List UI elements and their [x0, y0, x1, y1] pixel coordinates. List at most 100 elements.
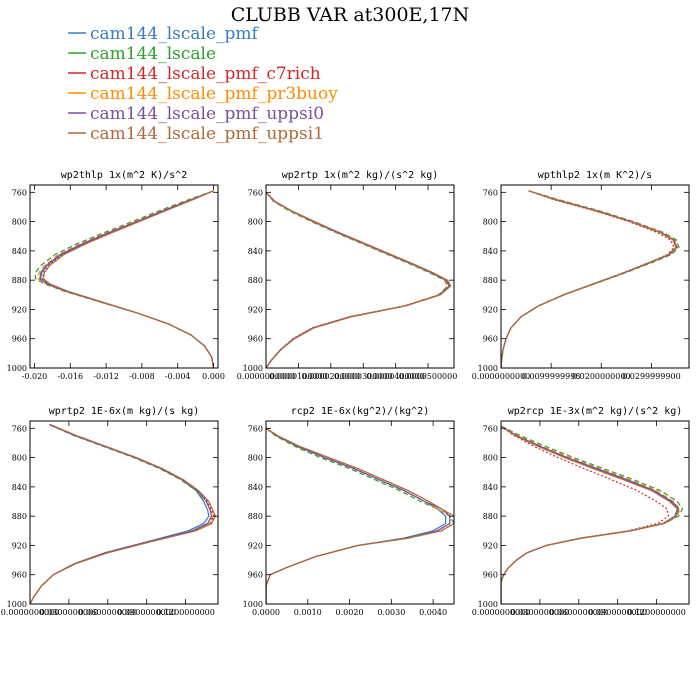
x-tick-label: 0.0900000000: [588, 608, 647, 617]
x-tick-label: 0.0600000000: [550, 608, 609, 617]
chart-panels: wp2thlp 1x(m^2 K)/s^2 760 800 840 880 920 960 1…: [1, 170, 690, 617]
y-tick-label: 800: [12, 454, 27, 463]
series-line: [266, 427, 447, 604]
x-tick-label: 0.1200000000: [627, 608, 686, 617]
y-tick-label: 1000: [478, 600, 498, 609]
panel-title: wp2rcp 1E-3x(m^2 kg)/(s^2 kg): [508, 406, 683, 417]
series-line: [501, 425, 680, 604]
x-tick-label: 0.0010: [294, 608, 322, 617]
y-tick-label: 960: [248, 335, 263, 344]
series-line: [266, 191, 450, 368]
series-line: [501, 190, 680, 368]
y-tick-label: 920: [12, 541, 27, 550]
panel-title: wp2rtp 1x(m^2 kg)/(s^2 kg): [282, 170, 439, 181]
x-tick-label: 0.0000000000: [1, 608, 60, 617]
legend-label: cam144_lscale_pmf_uppsi1: [90, 124, 324, 144]
series-line: [37, 190, 215, 368]
panel-title: wprtp2 1E-6x(m kg)/(s kg): [49, 406, 200, 417]
x-tick-label: 0.0000000000: [237, 372, 296, 381]
y-tick-label: 840: [483, 483, 498, 492]
chart-panel-2: wp2rtp 1x(m^2 kg)/(s^2 kg) 760 800 840 880 92…: [237, 170, 458, 381]
y-tick-label: 1000: [7, 600, 27, 609]
y-tick-label: 880: [12, 276, 27, 285]
plot-frame: [500, 420, 690, 605]
y-tick-label: 760: [12, 424, 27, 433]
series-line: [266, 427, 451, 604]
y-tick-label: 800: [483, 218, 498, 227]
legend-label: cam144_lscale_pmf_pr3buoy: [90, 84, 338, 104]
x-tick-label: 0.0000300000: [334, 372, 393, 381]
x-tick-label: 0.0600000000: [79, 608, 138, 617]
y-tick-label: 920: [12, 305, 27, 314]
x-tick-label: 0.0020: [336, 608, 364, 617]
x-tick-label: 0.0299999900: [622, 372, 681, 381]
y-tick-label: 1000: [7, 364, 27, 373]
series-line: [501, 425, 681, 604]
y-tick-label: 1000: [243, 600, 263, 609]
series-line: [266, 191, 452, 368]
y-tick-label: 960: [12, 335, 27, 344]
panel-title: rcp2 1E-6x(kg^2)/(kg^2): [291, 406, 429, 417]
plot-frame: [29, 420, 219, 605]
x-tick-label: 0.0000000000: [472, 372, 531, 381]
series-line: [266, 427, 454, 604]
legend-label: cam144_lscale_pmf_c7rich: [90, 64, 321, 84]
x-tick-label: -0.008: [129, 372, 155, 381]
plot-frame: [265, 184, 455, 369]
series-line: [501, 425, 669, 604]
y-tick-label: 760: [483, 424, 498, 433]
panel-title: wp2thlp 1x(m^2 K)/s^2: [61, 170, 187, 181]
y-tick-label: 840: [12, 483, 27, 492]
x-tick-label: 0.0030: [377, 608, 405, 617]
y-tick-label: 800: [483, 454, 498, 463]
chart-panel-6: wp2rcp 1E-3x(m^2 kg)/(s^2 kg) 760 800 840 88…: [472, 406, 690, 617]
y-tick-label: 800: [248, 454, 263, 463]
y-tick-label: 880: [483, 512, 498, 521]
x-tick-label: 0.0000500000: [399, 372, 458, 381]
y-tick-label: 960: [483, 335, 498, 344]
plot-frame: [29, 184, 219, 369]
y-tick-label: 880: [248, 512, 263, 521]
x-tick-label: -0.020: [22, 372, 48, 381]
series-line: [34, 190, 215, 368]
legend-label: cam144_lscale_pmf_uppsi0: [90, 104, 324, 124]
y-tick-label: 960: [248, 571, 263, 580]
figure-title: CLUBB VAR at300E,17N: [231, 4, 470, 26]
chart-panel-4: wprtp2 1E-6x(m kg)/(s kg) 760 800 840 880 920…: [1, 406, 219, 617]
panel-title: wpthlp2 1x(m K^2)/s: [538, 170, 652, 181]
x-tick-label: 0.0000200000: [302, 372, 361, 381]
y-tick-label: 920: [483, 541, 498, 550]
plot-frame: [265, 420, 455, 605]
x-tick-label: 0.0900000000: [117, 608, 176, 617]
y-tick-label: 760: [248, 424, 263, 433]
series-line: [40, 190, 215, 368]
x-tick-label: 0.0300000000: [40, 608, 99, 617]
series-line: [501, 190, 678, 368]
x-tick-label: 0.0000400000: [366, 372, 425, 381]
y-tick-label: 920: [248, 305, 263, 314]
series-line: [501, 425, 684, 604]
y-tick-label: 960: [12, 571, 27, 580]
series-line: [42, 190, 215, 368]
series-line: [501, 190, 675, 368]
y-tick-label: 840: [12, 247, 27, 256]
y-tick-label: 920: [483, 305, 498, 314]
series-line: [266, 427, 451, 604]
series-line: [266, 191, 449, 368]
chart-panel-5: rcp2 1E-6x(kg^2)/(kg^2) 760 800 840 880 920 96…: [243, 406, 455, 617]
y-tick-label: 800: [12, 218, 27, 227]
y-tick-label: 800: [248, 218, 263, 227]
y-tick-label: 840: [483, 247, 498, 256]
y-tick-label: 880: [483, 276, 498, 285]
x-tick-label: 0.1200000000: [156, 608, 215, 617]
x-tick-label: 0.0099999998: [522, 372, 581, 381]
y-tick-label: 760: [12, 188, 27, 197]
series-line: [266, 191, 451, 368]
series-line: [30, 424, 215, 604]
series-line: [501, 425, 679, 604]
x-tick-label: 0.0000000000: [472, 608, 531, 617]
series-line: [501, 190, 677, 368]
x-tick-label: 0.0000: [252, 608, 280, 617]
y-tick-label: 840: [248, 483, 263, 492]
